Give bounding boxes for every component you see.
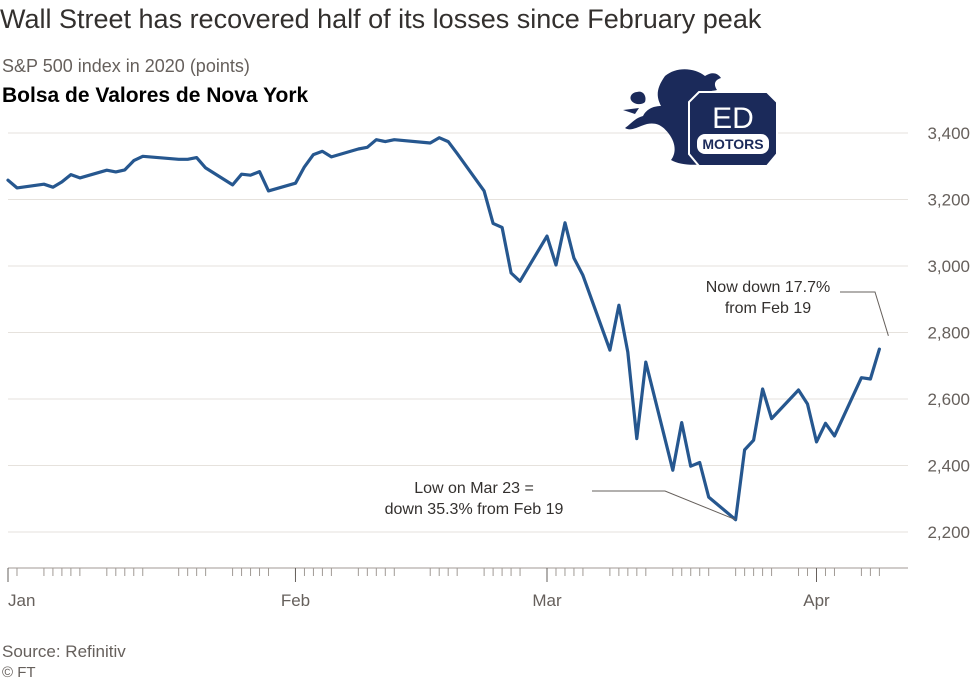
annotation-low-line1: Low on Mar 23 = xyxy=(414,480,534,497)
logo-line2: MOTORS xyxy=(702,136,763,152)
x-tick-label: Apr xyxy=(803,591,830,610)
x-tick-label: Mar xyxy=(532,591,562,610)
series-line-sp500 xyxy=(6,136,882,522)
annotation-now-line2: from Feb 19 xyxy=(725,300,811,317)
x-tick-label: Feb xyxy=(281,591,310,610)
annotation-low-line2: down 35.3% from Feb 19 xyxy=(385,501,564,518)
credit-note: © FT xyxy=(2,664,36,681)
logo-line1: ED xyxy=(712,102,754,135)
chart-subtitle: S&P 500 index in 2020 (points) xyxy=(2,56,250,76)
y-tick-label: 2,200 xyxy=(927,523,970,542)
y-tick-label: 2,400 xyxy=(927,457,970,476)
y-tick-label: 3,000 xyxy=(927,257,970,276)
y-tick-label: 3,200 xyxy=(927,191,970,210)
source-note: Source: Refinitiv xyxy=(2,642,126,661)
annotation-now-line1: Now down 17.7% xyxy=(706,279,831,296)
y-tick-label: 2,600 xyxy=(927,390,970,409)
chart-title: Wall Street has recovered half of its lo… xyxy=(0,4,762,34)
ed-motors-logo: ED MOTORS xyxy=(623,69,778,167)
y-tick-label: 3,400 xyxy=(927,124,970,143)
annotation-leader-now xyxy=(840,291,889,336)
overlay-caption: Bolsa de Valores de Nova York xyxy=(2,84,309,107)
logo-pill xyxy=(697,134,769,154)
annotation-leader-low xyxy=(592,490,736,521)
x-tick-label: Jan xyxy=(8,591,35,610)
y-tick-label: 2,800 xyxy=(927,324,970,343)
